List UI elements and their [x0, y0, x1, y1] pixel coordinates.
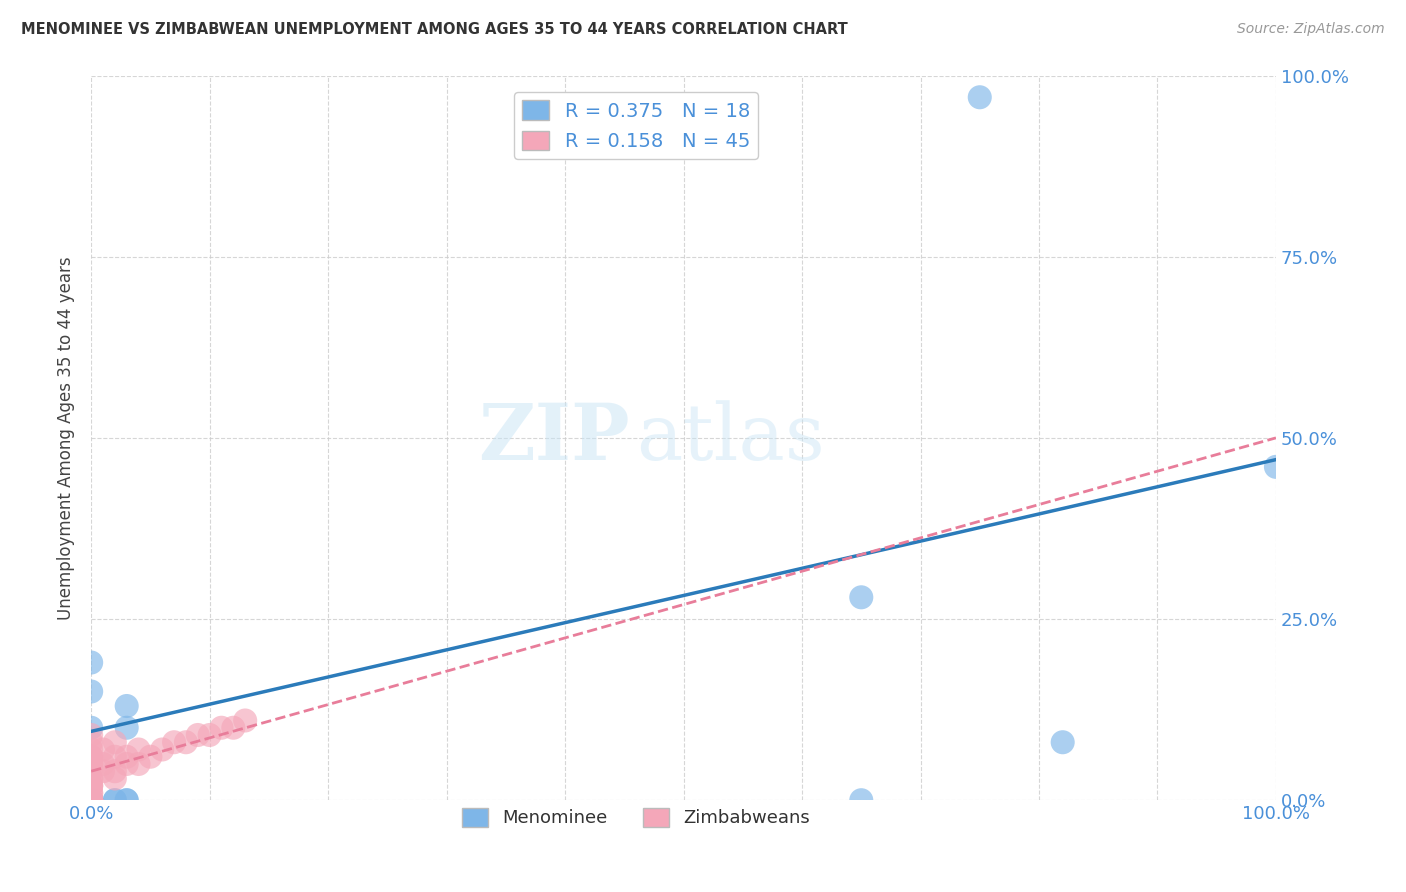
Point: [80, 684, 103, 698]
Point: [174, 735, 197, 749]
Point: [80, 656, 103, 670]
Point: [80, 756, 103, 771]
Point: [104, 772, 127, 786]
Point: [969, 90, 991, 104]
Point: [80, 779, 103, 793]
Point: [128, 756, 150, 771]
Point: [104, 749, 127, 764]
Point: [80, 793, 103, 807]
Point: [104, 764, 127, 779]
Text: Source: ZipAtlas.com: Source: ZipAtlas.com: [1237, 22, 1385, 37]
Point: [80, 749, 103, 764]
Point: [211, 721, 233, 735]
Point: [80, 793, 103, 807]
Point: [222, 721, 245, 735]
Point: [128, 742, 150, 756]
Point: [80, 728, 103, 742]
Point: [115, 698, 138, 713]
Point: [150, 742, 173, 756]
Point: [115, 756, 138, 771]
Point: [80, 779, 103, 793]
Point: [80, 793, 103, 807]
Point: [115, 721, 138, 735]
Point: [115, 749, 138, 764]
Point: [851, 591, 873, 605]
Point: [1052, 735, 1074, 749]
Point: [80, 721, 103, 735]
Point: [91, 742, 114, 756]
Point: [80, 793, 103, 807]
Legend: Menominee, Zimbabweans: Menominee, Zimbabweans: [456, 801, 817, 835]
Point: [80, 756, 103, 771]
Point: [104, 735, 127, 749]
Point: [80, 764, 103, 779]
Point: [80, 735, 103, 749]
Point: [80, 793, 103, 807]
Text: atlas: atlas: [636, 400, 825, 475]
Point: [80, 793, 103, 807]
Point: [1265, 459, 1288, 474]
Point: [80, 742, 103, 756]
Point: [80, 786, 103, 800]
Point: [80, 772, 103, 786]
Point: [91, 764, 114, 779]
Point: [163, 735, 186, 749]
Point: [104, 793, 127, 807]
Point: [80, 793, 103, 807]
Point: [80, 793, 103, 807]
Point: [139, 749, 162, 764]
Point: [115, 793, 138, 807]
Text: MENOMINEE VS ZIMBABWEAN UNEMPLOYMENT AMONG AGES 35 TO 44 YEARS CORRELATION CHART: MENOMINEE VS ZIMBABWEAN UNEMPLOYMENT AMO…: [21, 22, 848, 37]
Point: [80, 749, 103, 764]
Point: [198, 728, 221, 742]
Point: [80, 772, 103, 786]
Point: [187, 728, 209, 742]
Point: [91, 756, 114, 771]
Point: [80, 793, 103, 807]
Y-axis label: Unemployment Among Ages 35 to 44 years: Unemployment Among Ages 35 to 44 years: [58, 256, 75, 620]
Point: [115, 793, 138, 807]
Point: [80, 793, 103, 807]
Point: [233, 714, 256, 728]
Point: [80, 779, 103, 793]
Point: [851, 793, 873, 807]
Point: [80, 793, 103, 807]
Point: [104, 793, 127, 807]
Point: [80, 786, 103, 800]
Point: [80, 793, 103, 807]
Text: ZIP: ZIP: [478, 400, 630, 475]
Point: [80, 793, 103, 807]
Point: [80, 793, 103, 807]
